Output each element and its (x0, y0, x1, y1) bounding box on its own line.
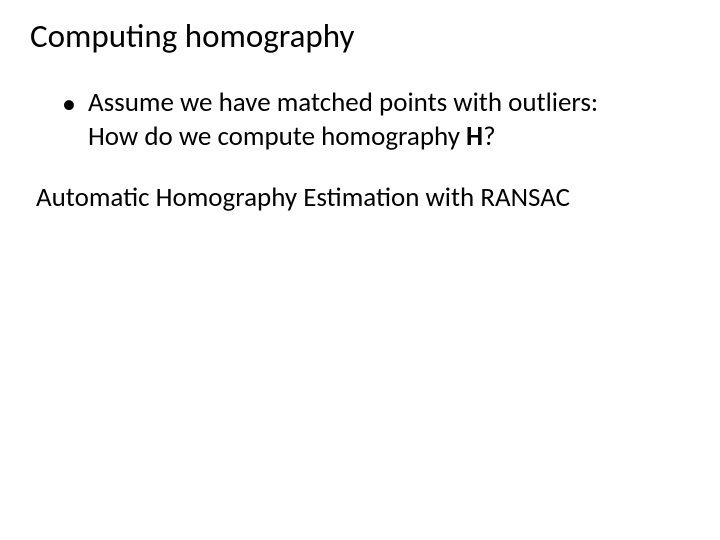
slide-title: Computing homography (30, 18, 690, 56)
bullet-line-2-bold: H (466, 120, 483, 153)
bullet-line-2a: How do we compute homography (88, 120, 466, 153)
bullet-list: • Assume we have matched points with out… (30, 86, 690, 154)
subheading: Automatic Homography Estimation with RAN… (30, 181, 690, 215)
bullet-item: • Assume we have matched points with out… (62, 86, 690, 154)
bullet-marker-icon: • (62, 86, 76, 121)
bullet-line-1: Assume we have matched points with outli… (88, 86, 598, 119)
slide: Computing homography • Assume we have ma… (0, 0, 720, 540)
bullet-line-2c: ? (483, 120, 496, 153)
bullet-text: Assume we have matched points with outli… (88, 86, 598, 154)
